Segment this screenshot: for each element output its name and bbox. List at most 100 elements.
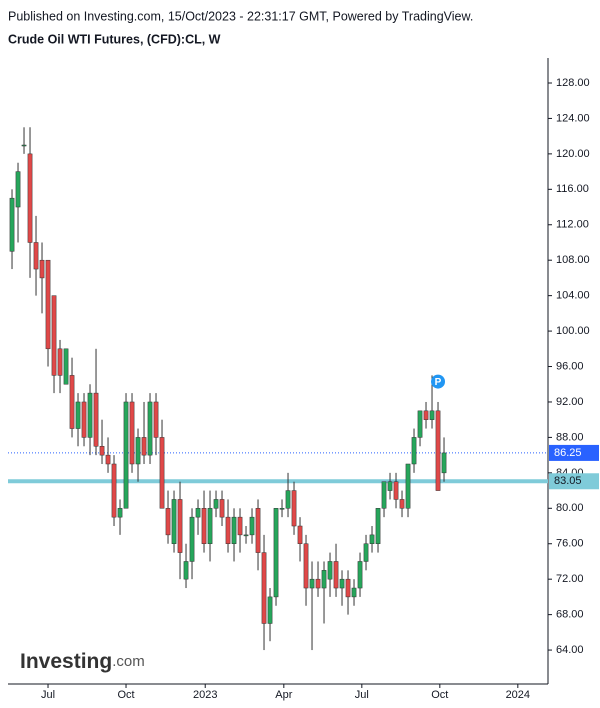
candle-body	[297, 525, 303, 544]
candle-body	[357, 561, 363, 589]
candle-body	[321, 570, 327, 589]
candle-body	[219, 499, 225, 518]
candle-body	[189, 516, 195, 562]
candle-body	[129, 401, 135, 465]
candle-body	[99, 446, 105, 456]
candle-body	[201, 508, 207, 544]
candle-body	[9, 197, 15, 252]
candle-body	[225, 516, 231, 544]
candle-body	[303, 543, 309, 589]
candle-body	[81, 401, 87, 438]
marker-label: P	[435, 377, 442, 388]
x-tick-label: Oct	[117, 689, 134, 701]
candle-body	[111, 463, 117, 518]
candle-body	[213, 499, 219, 509]
level-label: 83.05	[554, 475, 582, 487]
candle-body	[273, 508, 279, 598]
candle-body	[39, 259, 45, 279]
candle-body	[267, 596, 273, 624]
y-tick-label: 128.00	[556, 77, 590, 89]
x-tick-label: 2023	[193, 689, 217, 701]
logo-main: Investing	[20, 650, 112, 673]
candle-body	[243, 534, 249, 537]
y-tick-label: 76.00	[556, 538, 584, 550]
candle-body	[207, 508, 213, 544]
candle-body	[399, 499, 405, 509]
candle-body	[429, 410, 435, 420]
candle-body	[21, 144, 27, 147]
candle-body	[141, 437, 147, 456]
candle-body	[249, 516, 255, 536]
marker	[431, 374, 446, 389]
candle-body	[393, 481, 399, 500]
chart-subtitle: Published on Investing.com, 15/Oct/2023 …	[8, 9, 473, 23]
candle-body	[51, 295, 57, 376]
candle-body	[147, 401, 153, 456]
candle-body	[351, 587, 357, 598]
candle-body	[195, 508, 201, 518]
y-tick-label: 116.00	[556, 183, 589, 195]
candle-body	[27, 153, 33, 243]
candle-body	[375, 508, 381, 544]
candle-body	[423, 410, 429, 420]
candle-body	[123, 401, 129, 509]
x-tick-label: Jul	[355, 689, 369, 701]
candle-body	[93, 392, 99, 447]
y-tick-label: 92.00	[556, 396, 584, 408]
candle-body	[291, 490, 297, 527]
candle-body	[63, 348, 69, 385]
y-tick-label: 124.00	[556, 112, 590, 124]
logo: Investing.com	[20, 650, 145, 673]
candle-body	[159, 437, 165, 509]
y-tick-label: 64.00	[556, 644, 584, 656]
candle-body	[171, 499, 177, 544]
candle-body	[165, 508, 171, 536]
candle-body	[57, 348, 63, 376]
candle-body	[33, 242, 39, 270]
candle-body	[345, 578, 351, 598]
candle-body	[411, 437, 417, 465]
candle-body	[237, 516, 243, 536]
candle-body	[153, 401, 159, 438]
candle-body	[339, 578, 345, 589]
candle-body	[105, 454, 111, 465]
y-tick-label: 80.00	[556, 502, 584, 514]
last-price-label: 86.25	[554, 447, 582, 459]
candle-body	[369, 534, 375, 544]
candle-body	[441, 452, 447, 474]
y-tick-label: 96.00	[556, 360, 584, 372]
candle-body	[117, 508, 123, 518]
last-price-label-bg	[549, 444, 599, 461]
candle-body	[285, 490, 291, 509]
candle-body	[15, 171, 21, 208]
candle-body	[333, 561, 339, 589]
y-tick-label: 108.00	[556, 254, 590, 266]
candle-body	[69, 375, 75, 429]
x-tick-label: Apr	[275, 689, 292, 701]
candle-body	[279, 508, 285, 510]
x-tick-label: Jul	[41, 689, 55, 701]
candle-body	[381, 481, 387, 509]
candle-body	[135, 437, 141, 465]
y-tick-label: 72.00	[556, 573, 584, 585]
candle-body	[435, 410, 441, 491]
level-label-bg	[549, 473, 599, 490]
candle-body	[417, 410, 423, 438]
candle-body	[405, 463, 411, 509]
candle-body	[87, 392, 93, 438]
y-tick-label: 68.00	[556, 609, 584, 621]
candle-body	[309, 578, 315, 589]
candle-body	[75, 401, 81, 429]
candle-body	[315, 578, 321, 589]
y-tick-label: 104.00	[556, 290, 590, 302]
y-tick-label: 120.00	[556, 148, 590, 160]
x-tick-label: Oct	[431, 689, 448, 701]
y-tick-label: 100.00	[556, 325, 590, 337]
y-tick-label: 112.00	[556, 219, 589, 231]
logo-suffix: .com	[112, 653, 145, 670]
y-tick-label: 88.00	[556, 431, 584, 443]
candle-body	[363, 543, 369, 562]
candle-body	[183, 561, 189, 580]
candle-body	[387, 481, 393, 491]
